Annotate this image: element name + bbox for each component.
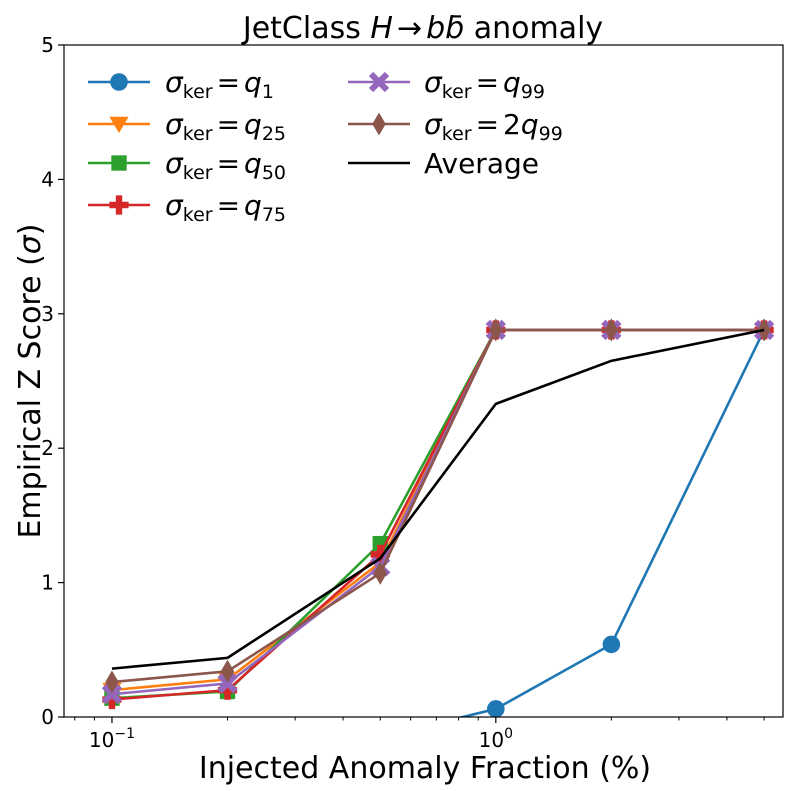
- legend-marker: [110, 73, 128, 91]
- axes-frame: [63, 44, 784, 718]
- legend-item: σker = q25: [88, 108, 286, 145]
- data-point: [101, 684, 123, 705]
- legend-label: σker = 2q99: [424, 108, 563, 145]
- series-line: [457, 329, 766, 717]
- series-line: [111, 328, 765, 670]
- chart-title: JetClass H→bb̄ anomaly: [241, 11, 603, 46]
- y-axis-label: Empirical Z Score (σ): [13, 223, 48, 538]
- y-axis: 0 1 2 3 4 5: [41, 33, 64, 729]
- data-point: [220, 659, 235, 683]
- legend-item: σker = q1: [88, 66, 274, 103]
- series-line: [111, 328, 765, 696]
- series-line: [111, 328, 765, 684]
- data-point: [217, 680, 238, 700]
- x-tick-label: 100: [479, 726, 513, 752]
- series-line: [111, 328, 765, 700]
- data-point: [105, 670, 119, 694]
- x-tick-label: 10−1: [89, 726, 135, 752]
- legend-label: σker = q50: [165, 147, 286, 184]
- data-point: [602, 635, 621, 654]
- data-point: [487, 700, 505, 717]
- y-tick-label: 1: [41, 571, 54, 595]
- y-tick-label: 3: [41, 302, 54, 326]
- x-axis-label: Injected Anomaly Fraction (%): [199, 751, 651, 786]
- legend-marker: [109, 195, 129, 215]
- legend-marker: [109, 116, 129, 134]
- x-axis: 10−1 100: [74, 717, 765, 752]
- legend-marker: [111, 155, 127, 171]
- data-point: [217, 673, 238, 694]
- series-line: [111, 328, 765, 692]
- series-line: [111, 328, 765, 701]
- y-tick-label: 0: [41, 705, 54, 729]
- legend-label: Average: [424, 147, 539, 180]
- data-point: [371, 728, 389, 746]
- series-1: [102, 322, 774, 700]
- y-tick-label: 4: [41, 167, 54, 191]
- data-point: [489, 318, 503, 342]
- series-0: [371, 321, 773, 746]
- series-2: [104, 322, 772, 706]
- data-point: [102, 689, 122, 710]
- y-tick-label: 5: [41, 33, 54, 57]
- legend-label: σker = q99: [424, 66, 545, 103]
- plot-area: [101, 318, 775, 746]
- legend-label: σker = q1: [165, 66, 274, 103]
- legend-item: σker = q75: [88, 189, 286, 226]
- legend-item: σker = q99: [348, 66, 545, 103]
- legend-item: σker = q50: [88, 147, 286, 184]
- legend-label: σker = q25: [165, 108, 286, 145]
- data-point: [604, 318, 619, 342]
- legend-label: σker = q75: [165, 189, 286, 226]
- legend-item: Average: [348, 147, 539, 180]
- data-point: [370, 544, 390, 564]
- y-tick-label: 2: [41, 436, 54, 460]
- data-point: [757, 318, 771, 342]
- legend-item: σker = 2q99: [348, 108, 563, 145]
- series-average: [111, 328, 765, 670]
- series-5: [105, 318, 771, 694]
- legend-marker: [372, 112, 386, 136]
- data-point: [373, 561, 387, 585]
- legend-marker: [368, 71, 390, 93]
- series-4: [101, 319, 775, 705]
